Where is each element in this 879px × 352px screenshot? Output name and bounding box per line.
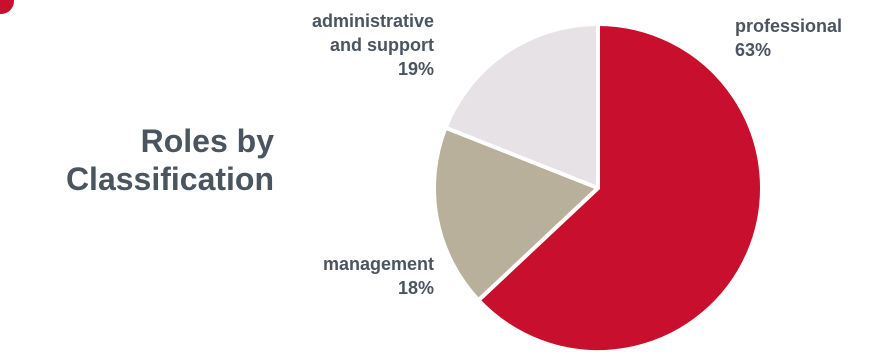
pie-slices bbox=[432, 22, 764, 352]
slice-label-0-line-1: 63% bbox=[735, 40, 771, 60]
slice-label-2-line-2: 19% bbox=[398, 59, 434, 79]
pie-slice-2 bbox=[443, 22, 600, 190]
slice-label-0: professional 63% bbox=[735, 16, 842, 60]
slice-label-2-line-0: administrative bbox=[312, 11, 434, 31]
slice-label-1-line-0: management bbox=[323, 254, 434, 274]
slice-label-2-line-1: and support bbox=[330, 35, 434, 55]
slice-labels: professional 63% management 18% administrati… bbox=[312, 11, 842, 298]
pie-slice-0 bbox=[476, 22, 764, 352]
chart-title: Roles by Classification bbox=[65, 123, 274, 197]
slice-label-2: administrative and support 19% bbox=[312, 11, 434, 79]
slice-label-1-line-1: 18% bbox=[398, 278, 434, 298]
slice-label-0-line-0: professional bbox=[735, 16, 842, 36]
slice-label-1: management 18% bbox=[323, 254, 434, 298]
pie-slice-1 bbox=[432, 125, 600, 303]
